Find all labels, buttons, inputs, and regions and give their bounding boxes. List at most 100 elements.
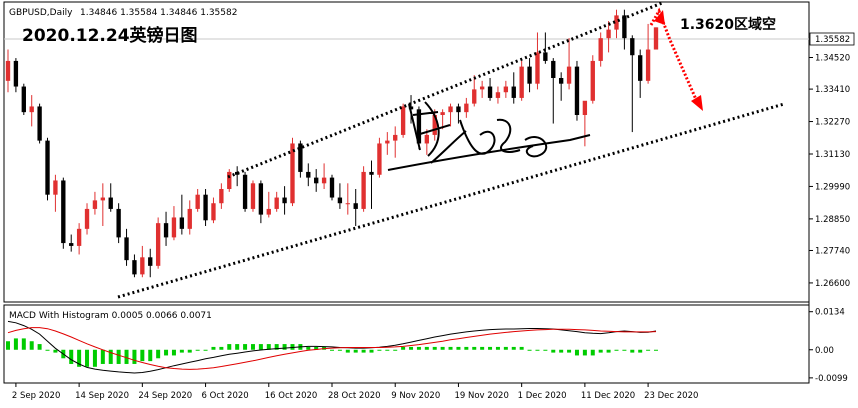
macd-histogram-bar [274, 344, 279, 350]
candle-body [290, 143, 295, 204]
macd-histogram-bar [13, 338, 18, 350]
candle-body [456, 106, 461, 113]
macd-histogram-bar [306, 346, 311, 350]
candle-body [179, 217, 185, 229]
candle-body [551, 60, 556, 78]
candle-body [614, 15, 619, 30]
macd-tick-label: 0.0134 [815, 308, 845, 318]
macd-histogram-bar [393, 349, 398, 351]
macd-panel-frame [3, 304, 810, 384]
macd-line [7, 320, 657, 374]
macd-histogram-bar [456, 346, 461, 350]
time-tick-label: 16 Oct 2020 [265, 391, 318, 401]
candle-body [116, 208, 121, 238]
macd-histogram-bar [353, 349, 358, 353]
macd-axis-ticks: 0.0134 0.00 -0.0099 [809, 308, 848, 384]
macd-histogram-bar [235, 344, 240, 350]
macd-histogram-bar [290, 344, 295, 350]
macd-histogram-bar [409, 346, 414, 350]
macd-histogram-bar [535, 349, 540, 351]
candle-body [369, 171, 374, 175]
signature-watermark [387, 101, 591, 171]
current-price-value: 1.35582 [815, 35, 850, 45]
macd-histogram-bar [511, 346, 516, 350]
macd-histogram-bar [503, 346, 508, 350]
macd-histogram-bar [432, 346, 437, 350]
macd-histogram-bar [472, 346, 477, 350]
time-tick-label: 1 Dec 2020 [518, 391, 567, 401]
candle-body [535, 52, 540, 84]
chart-title: 2020.12.24英镑日图 [22, 25, 198, 46]
candle-body [432, 115, 437, 135]
candle-body [519, 66, 524, 98]
macd-histogram-bar [21, 338, 26, 350]
candle-body [282, 197, 287, 204]
current-price-tag [809, 32, 855, 46]
candle-body [258, 183, 264, 215]
macd-histogram-bar [622, 349, 627, 351]
macd-histogram-bar [92, 349, 97, 367]
macd-histogram-bar [345, 349, 350, 353]
macd-histogram-bar [424, 346, 429, 350]
macd-histogram-bar [337, 349, 342, 351]
candle-body [187, 208, 192, 229]
macd-histogram-bar [29, 341, 34, 350]
channel-lower-line [117, 102, 785, 299]
macd-histogram-bar [330, 349, 334, 351]
time-tick-label: 6 Oct 2020 [202, 391, 249, 401]
time-tick-label: 23 Dec 2020 [644, 391, 698, 401]
candle-body [227, 171, 232, 189]
candle-body [13, 60, 19, 87]
candle-body [464, 103, 469, 113]
forecast-annotation: 1.3620区域空 [680, 16, 776, 33]
macd-histogram-bar [519, 346, 524, 350]
candle-body [487, 86, 493, 98]
macd-histogram-bar [314, 346, 319, 350]
price-tick-label: 1.29990 [815, 182, 850, 192]
macd-histogram-bar [69, 349, 74, 364]
symbol-label: GBPUSD,Daily [9, 8, 73, 18]
macd-histogram-bar [598, 349, 603, 353]
candle-body [598, 38, 603, 61]
macd-histogram-bar [654, 349, 658, 351]
candle-body [345, 203, 350, 205]
price-tick-label: 1.28850 [815, 215, 850, 225]
candle-body [266, 208, 271, 215]
candle-body [148, 257, 153, 266]
candle-body [250, 183, 256, 209]
candle-body [203, 194, 208, 221]
candle-body [574, 66, 580, 115]
candle-body [416, 109, 422, 144]
candle-body [424, 134, 430, 144]
candle-body [353, 203, 358, 209]
candle-body [61, 180, 66, 244]
macd-histogram-bar [179, 349, 184, 353]
candle-body [21, 86, 26, 113]
macd-histogram-bar [448, 346, 453, 350]
price-tick-label: 1.31130 [815, 150, 850, 160]
macd-histogram-bar [100, 349, 105, 364]
price-tick-label: 1.27740 [815, 246, 850, 256]
macd-histogram-bar [211, 346, 216, 350]
candle-body [645, 49, 651, 81]
macd-histogram-bar [203, 349, 208, 351]
price-tick-label: 1.26600 [815, 279, 850, 289]
candle-body [321, 177, 327, 184]
candle-body [638, 55, 643, 81]
macd-histogram-bar [480, 346, 485, 350]
time-tick-label: 28 Oct 2020 [328, 391, 381, 401]
candle-body [219, 189, 224, 204]
macd-histogram-bar [630, 349, 635, 353]
candle-body [108, 197, 113, 209]
macd-histogram-bar [37, 344, 42, 350]
candle-body [5, 60, 11, 81]
macd-histogram-bar [243, 344, 248, 350]
macd-histogram-bar [606, 349, 611, 353]
macd-histogram-bar [85, 349, 90, 367]
candle-body [495, 92, 501, 98]
candle-body [527, 66, 532, 84]
candle-body [298, 143, 303, 172]
macd-histogram-bar [258, 344, 263, 350]
macd-histogram-bar [638, 349, 643, 353]
